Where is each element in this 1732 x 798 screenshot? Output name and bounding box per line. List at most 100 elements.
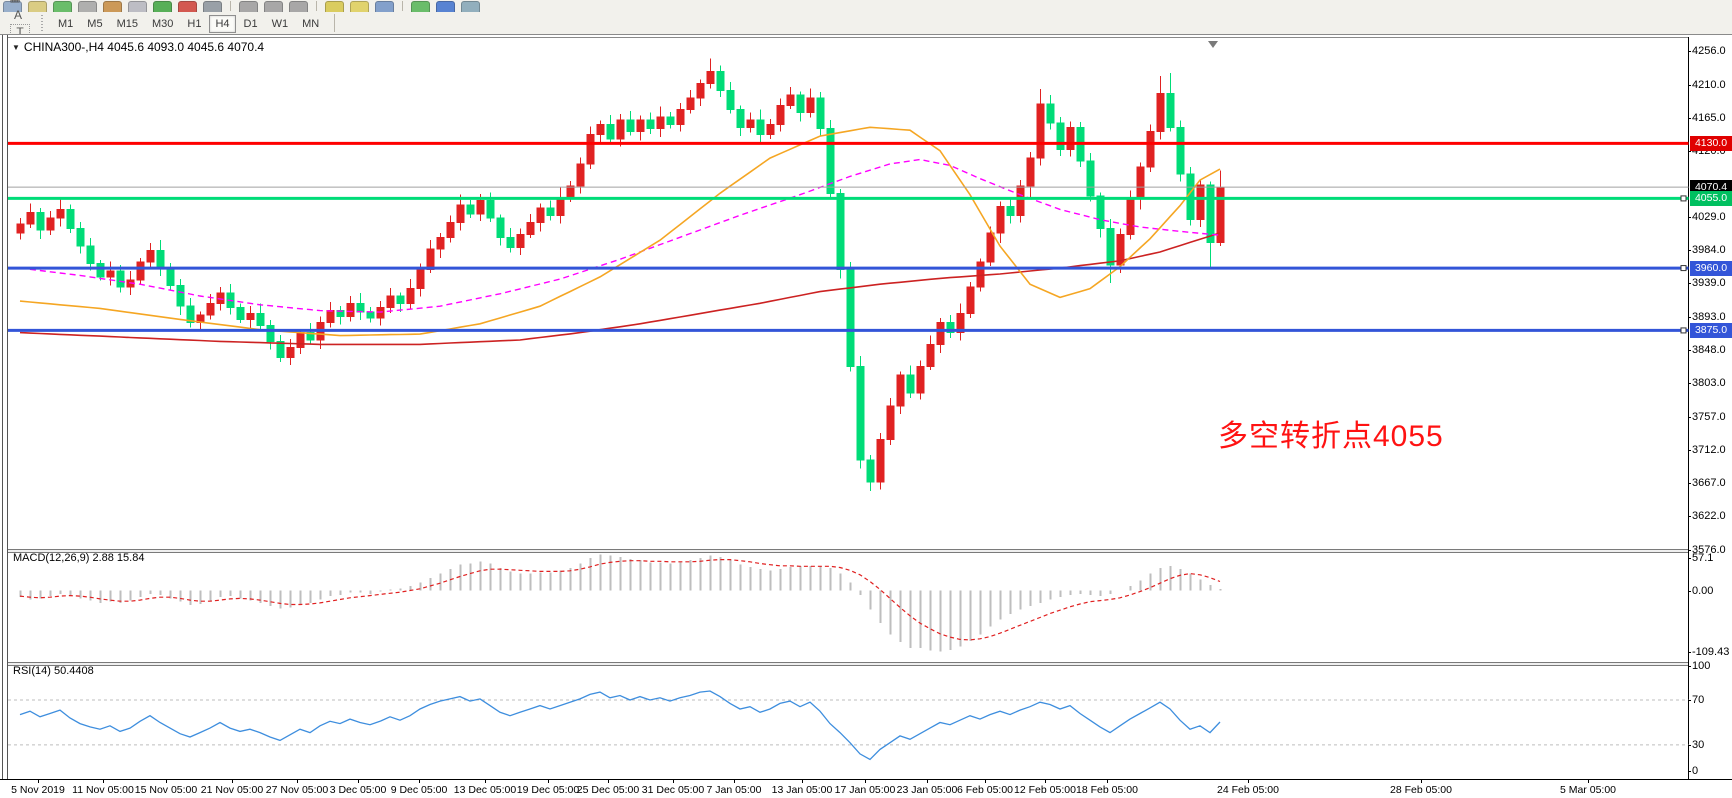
candle-body (176, 285, 185, 307)
chart-icon[interactable] (3, 1, 22, 12)
candle-body (596, 123, 605, 136)
calendar-icon[interactable] (461, 1, 480, 12)
candle-body (666, 116, 675, 125)
price-tick-label: 3757.0 (1688, 410, 1732, 424)
price-tick-label: 4256.0 (1688, 44, 1732, 58)
candle-body (986, 232, 995, 263)
chart-text-annotation[interactable]: 多空转折点4055 (1218, 420, 1444, 453)
time-axis-label: 11 Nov 05:00 (72, 784, 134, 796)
price-badge-4070.4[interactable]: 4070.4 (1690, 179, 1732, 195)
line-handle[interactable] (1680, 327, 1687, 334)
price-badge-4055.0[interactable]: 4055.0 (1690, 190, 1732, 206)
time-tick (1107, 780, 1108, 783)
price-tick-label: 3893.0 (1688, 310, 1732, 324)
candle-body (326, 310, 335, 323)
rsi-tick-label: 30 (1688, 738, 1732, 752)
zoom-icon[interactable] (28, 1, 47, 12)
timeframe-button-W1[interactable]: W1 (271, 18, 289, 30)
price-badge-3960.0[interactable]: 3960.0 (1690, 260, 1732, 276)
candle-body (1156, 93, 1165, 133)
candle-body (776, 104, 785, 125)
timeframe-button-H4[interactable]: H4 (209, 15, 236, 33)
time-axis-label: 5 Mar 05:00 (1559, 784, 1617, 796)
time-axis-label: 3 Dec 05:00 (329, 784, 387, 796)
diamond-icon[interactable] (103, 1, 122, 12)
candle-body (506, 236, 515, 249)
candle-body (106, 270, 115, 278)
time-axis-label: 25 Dec 05:00 (576, 784, 640, 796)
price-tick-label: 3712.0 (1688, 443, 1732, 457)
chart-canvas[interactable] (8, 37, 1689, 780)
time-axis-label: 13 Jan 05:00 (771, 784, 833, 796)
chart-window-left-frame (2, 35, 8, 779)
price-badge-4130.0[interactable]: 4130.0 (1690, 135, 1732, 151)
candle-body (1046, 103, 1055, 124)
candle-body (426, 248, 435, 271)
line-handle[interactable] (1680, 195, 1687, 202)
candle-body (786, 94, 795, 106)
time-axis-label: 19 Dec 05:00 (516, 784, 580, 796)
time-axis-label: 23 Jan 05:00 (896, 784, 958, 796)
candle-body (706, 71, 715, 84)
new-chart-icon[interactable] (53, 1, 72, 12)
snap-grid-tool-icon[interactable]: ▦F (6, 0, 30, 6)
candle-body (996, 205, 1005, 234)
candle-body (1196, 184, 1205, 221)
candle-body (1066, 126, 1075, 150)
ma-line-fast-orange (19, 126, 1221, 337)
brush-icon[interactable] (350, 1, 369, 12)
pencil-icon[interactable] (325, 1, 344, 12)
timeframe-button-H1[interactable]: H1 (187, 18, 202, 30)
timeframe-button-M30[interactable]: M30 (151, 18, 174, 30)
candle-body (656, 116, 665, 130)
time-axis-label: 13 Dec 05:00 (453, 784, 517, 796)
chart-shift-marker-icon[interactable] (1208, 41, 1218, 48)
mail-icon[interactable] (128, 1, 147, 12)
toolbar-grip[interactable] (40, 15, 45, 31)
price-tick-label: 4029.0 (1688, 210, 1732, 224)
candle-body (826, 128, 835, 194)
candle-body (236, 307, 245, 320)
pane-splitter[interactable] (8, 549, 1689, 553)
candle-body (756, 119, 765, 136)
chart-title[interactable]: ▼ CHINA300-,H4 4045.6 4093.0 4045.6 4070.… (12, 40, 265, 54)
grid-icon[interactable] (203, 1, 222, 12)
time-tick (1421, 780, 1422, 783)
timeframe-button-M5[interactable]: M5 (87, 18, 103, 30)
add-indicator-icon[interactable] (411, 1, 430, 12)
candle-body (816, 97, 825, 130)
cursor-icon[interactable] (239, 1, 258, 12)
timeframe-button-M15[interactable]: M15 (116, 18, 138, 30)
candle-body (476, 200, 485, 215)
refresh-icon[interactable] (436, 1, 455, 12)
crosshair-icon[interactable] (264, 1, 283, 12)
price-axis[interactable]: 4256.04210.04165.04120.04029.03984.03939… (1688, 35, 1732, 779)
price-tick-label: 3848.0 (1688, 343, 1732, 357)
candle-body (386, 295, 395, 309)
candle-body (536, 207, 545, 224)
timeframe-button-MN[interactable]: MN (302, 18, 320, 30)
candle-body (436, 236, 445, 250)
candle-body (926, 343, 935, 367)
hand-icon[interactable] (289, 1, 308, 12)
pane-splitter[interactable] (8, 662, 1689, 666)
time-tick (734, 780, 735, 783)
globe-icon[interactable] (153, 1, 172, 12)
table-icon[interactable] (375, 1, 394, 12)
timeframe-button-M1[interactable]: M1 (58, 18, 74, 30)
candle-body (686, 97, 695, 111)
candle-body (286, 346, 295, 359)
candle-body (1136, 166, 1145, 200)
price-badge-3875.0[interactable]: 3875.0 (1690, 322, 1732, 338)
candle-body (496, 217, 505, 238)
timeframe-button-D1[interactable]: D1 (243, 18, 258, 30)
candle-body (636, 119, 645, 133)
candle-body (1096, 195, 1105, 229)
line-handle[interactable] (1680, 265, 1687, 272)
stop-icon[interactable] (178, 1, 197, 12)
window-icon[interactable] (78, 1, 97, 12)
text-label-tool-icon[interactable]: A (13, 7, 22, 22)
time-axis[interactable]: 5 Nov 2019 11 Nov 05:00 15 Nov 05:00 21 Nov… (0, 779, 1732, 798)
